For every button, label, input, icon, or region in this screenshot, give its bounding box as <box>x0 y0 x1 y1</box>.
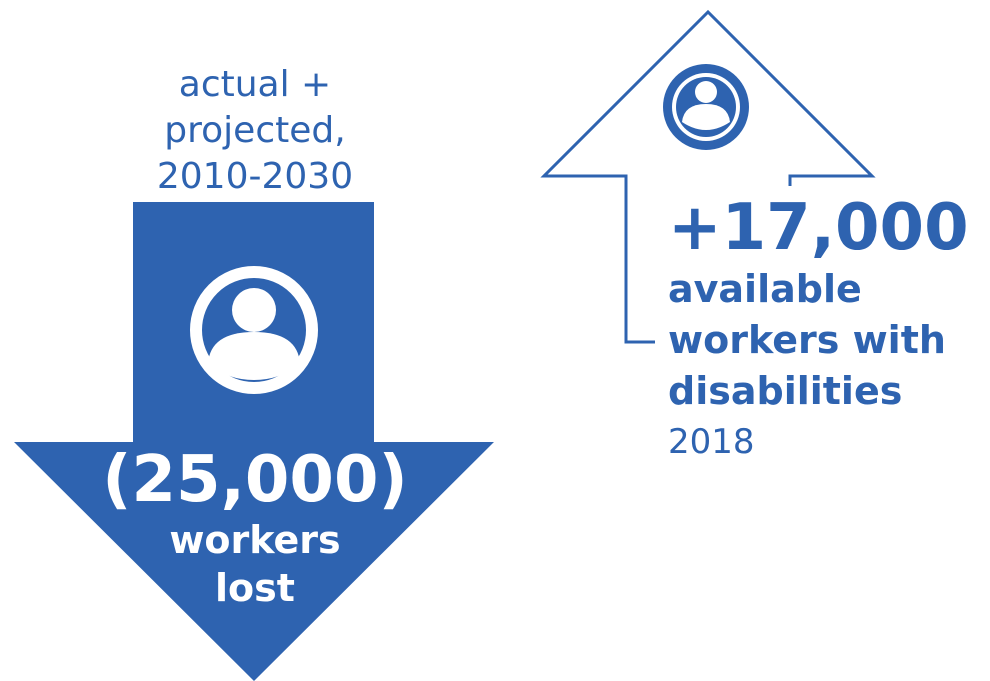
person-circle-icon <box>190 266 318 394</box>
workers-lost-value: (25,000) <box>102 443 408 517</box>
period-caption-line3: 2010-2030 <box>156 156 354 197</box>
available-workers-label-line2: workers with <box>668 318 946 362</box>
available-workers-label-line3: disabilities <box>668 369 903 413</box>
workers-lost-label-line2: lost <box>215 566 295 610</box>
period-caption-line2: projected, <box>164 110 346 151</box>
available-workers-value: +17,000 <box>668 191 969 265</box>
person-circle-icon <box>663 64 749 150</box>
workers-lost-label: workers lost <box>0 516 510 612</box>
down-arrow <box>14 202 494 681</box>
up-arrow-outline <box>540 9 876 344</box>
period-caption-line1: actual + <box>178 64 332 105</box>
workers-lost-label-line1: workers <box>169 518 341 562</box>
period-caption: actual + projected, 2010-2030 <box>130 62 380 200</box>
available-workers-label-line1: available <box>668 267 862 311</box>
available-workers-label: available workers with disabilities <box>668 264 946 417</box>
available-workers-year: 2018 <box>668 422 755 462</box>
